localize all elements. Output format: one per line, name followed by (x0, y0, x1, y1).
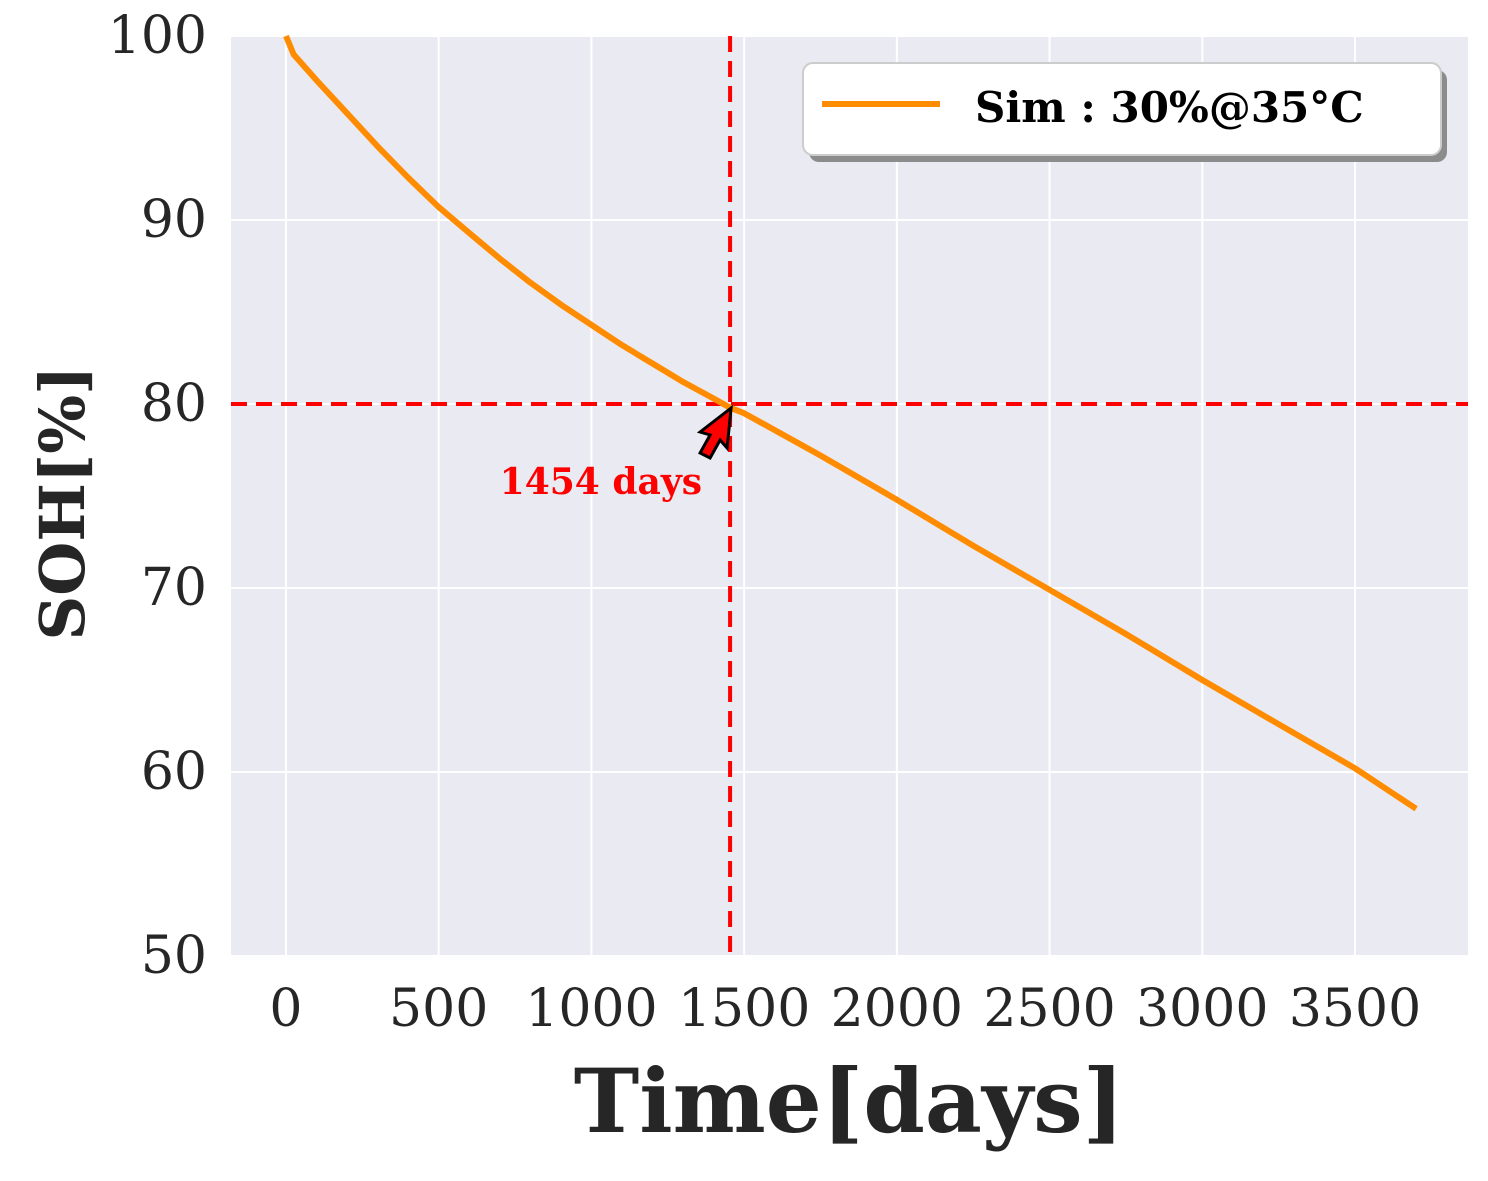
x-tick-label: 500 (389, 979, 488, 1039)
legend-box (802, 62, 1442, 156)
series-group (283, 34, 1418, 812)
annotation-arrow-icon (696, 404, 733, 460)
y-tick-label: 90 (141, 190, 207, 250)
legend: Sim : 30%@35°C (802, 62, 1447, 162)
y-axis-label: SOH[%] (26, 366, 99, 641)
x-tick-labels: 0 500 1000 1500 2000 2500 3000 3500 (269, 979, 1421, 1039)
plot-background (231, 36, 1468, 956)
annotation-label: 1454 days (500, 461, 702, 503)
x-tick-label: 1000 (525, 979, 657, 1039)
x-tick-label: 3000 (1136, 979, 1268, 1039)
y-tick-label: 60 (141, 742, 207, 802)
series-line (283, 34, 1418, 812)
x-tick-label: 0 (269, 979, 302, 1039)
y-tick-label: 50 (141, 926, 207, 986)
reference-lines (231, 36, 1468, 956)
x-tick-label: 1500 (678, 979, 810, 1039)
x-tick-label: 3500 (1289, 979, 1421, 1039)
x-tick-label: 2500 (983, 979, 1115, 1039)
annotation: 1454 days (500, 404, 733, 503)
y-tick-label: 100 (108, 6, 207, 66)
y-tick-labels: 50 60 70 80 90 100 (108, 6, 207, 986)
y-tick-label: 70 (141, 558, 207, 618)
x-axis-label: Time[days] (574, 1049, 1125, 1153)
y-tick-label: 80 (141, 374, 207, 434)
x-tick-label: 2000 (831, 979, 963, 1039)
legend-label: Sim : 30%@35°C (975, 83, 1364, 132)
